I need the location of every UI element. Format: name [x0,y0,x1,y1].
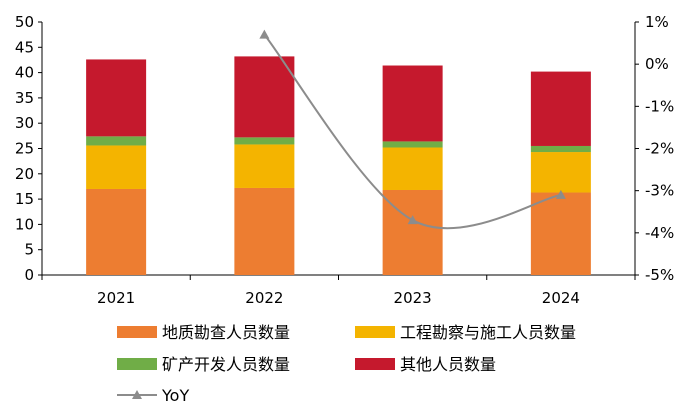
right-tick-label: -2% [645,140,674,158]
bar-segment [382,147,443,190]
right-tick-label: -5% [645,266,674,284]
bar-segment [382,65,443,142]
x-tick-label: 2024 [542,289,580,307]
legend-swatch [355,358,395,370]
yoy-point [259,29,270,39]
legend-label: 工程勘察与施工人员数量 [400,323,576,342]
left-tick-label: 40 [15,64,34,82]
left-tick-label: 35 [15,89,34,107]
legend-label: 地质勘查人员数量 [162,323,290,342]
yoy-line [259,29,566,230]
left-tick-label: 10 [15,215,34,233]
legend-label: YoY [161,386,189,405]
bar-segment [86,136,147,146]
bar-segment [530,145,591,153]
x-tick-label: 2023 [394,289,432,307]
x-tick-label: 2022 [245,289,283,307]
right-tick-label: -1% [645,97,674,115]
bar-segment [234,137,295,145]
axes: 0 5 10 15 20 25 30 35 40 45 50 -5% -4% -3% -2% -1% 0% 1% 2… [15,13,674,307]
legend-line-marker [132,390,142,399]
right-tick-label: -4% [645,224,674,242]
bar-segment [234,56,295,138]
bar-segment [234,144,295,188]
bar-segment [382,141,443,148]
left-tick-label: 45 [15,38,34,56]
yoy-point [407,215,418,225]
bar-segment [530,71,591,146]
legend-label: 其他人员数量 [400,355,496,374]
right-tick-label: 0% [645,55,669,73]
right-tick-label: -3% [645,182,674,200]
bar-segment [530,192,591,275]
bars [86,56,591,275]
bar-segment [530,152,591,193]
legend-label: 矿产开发人员数量 [162,355,290,374]
legend-swatch [117,358,157,370]
right-tick-label: 1% [645,13,669,31]
left-tick-label: 0 [24,266,34,284]
left-tick-label: 30 [15,114,34,132]
left-tick-label: 15 [15,190,34,208]
legend-swatch [117,326,157,338]
bar-segment [86,188,147,275]
legend-swatch [355,326,395,338]
bar-segment [86,145,147,189]
bar-segment [86,59,147,137]
bar-segment [234,187,295,275]
left-tick-label: 25 [15,140,34,158]
left-tick-label: 5 [24,241,34,259]
left-tick-label: 50 [15,13,34,31]
left-tick-label: 20 [15,165,34,183]
x-tick-label: 2021 [97,289,135,307]
bar-segment [382,189,443,275]
yoy-point [555,189,566,199]
